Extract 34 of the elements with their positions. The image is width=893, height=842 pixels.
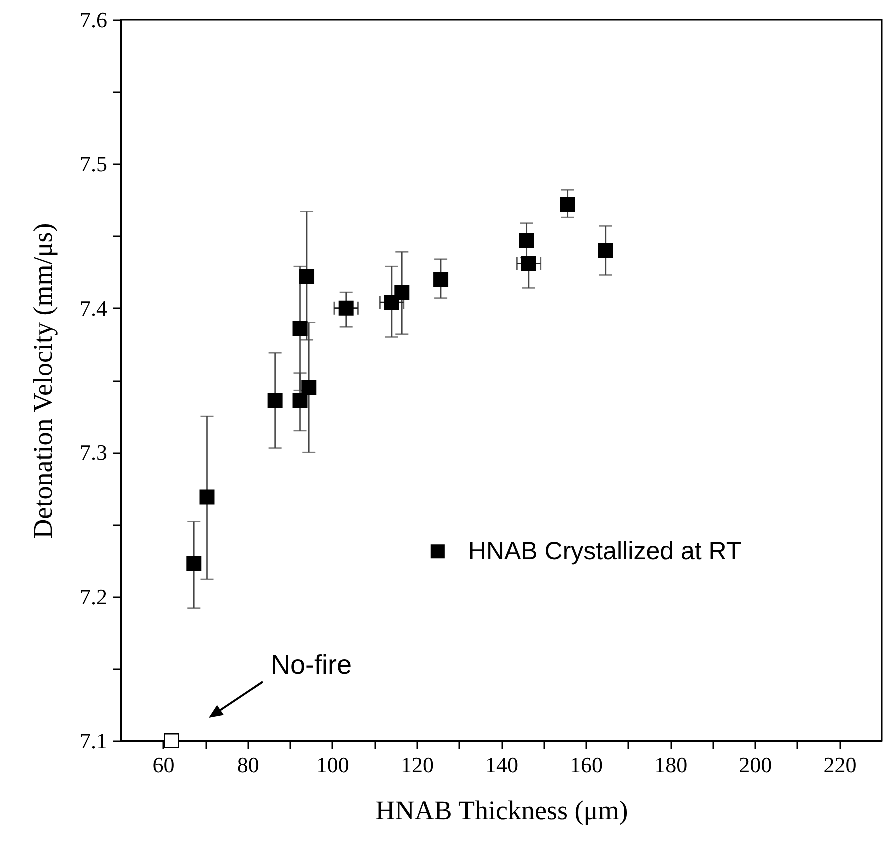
point (560, 197, 576, 212)
y-tick-label: 7.1 (80, 728, 108, 754)
point (186, 556, 202, 572)
point (292, 321, 308, 336)
point (164, 734, 180, 748)
x-tick-label: 220 (824, 752, 857, 778)
point (268, 393, 283, 408)
point (338, 300, 354, 316)
x-tick-label: 140 (486, 752, 518, 778)
y-tick-label: 7.3 (80, 440, 108, 466)
x-tick-label: 120 (400, 752, 434, 778)
x-axis-title: HNAB Thickness (μm) (376, 796, 628, 826)
point (394, 285, 410, 300)
point (598, 243, 614, 258)
annotation: No-fire (271, 650, 352, 680)
point (292, 393, 308, 408)
point (521, 256, 536, 272)
y-tick-label: 7.2 (80, 584, 108, 610)
x-tick-label: 160 (570, 752, 604, 778)
y-tick-label: 7.4 (80, 296, 108, 321)
x-tick-label: 80 (237, 752, 260, 778)
point (200, 490, 215, 505)
point (519, 233, 534, 248)
x-tick-label: 200 (739, 752, 772, 778)
point (434, 272, 449, 288)
legend-label: HNAB Crystallized at RT (468, 538, 742, 566)
y-axis-title: Detonation Velocity (mm/μs) (28, 223, 58, 539)
y-tick-label: 7.6 (80, 8, 108, 32)
point (300, 269, 315, 284)
y-tick-label: 7.5 (80, 152, 108, 177)
x-tick-label: 100 (316, 752, 350, 778)
point (302, 380, 317, 396)
x-tick-label: 180 (654, 752, 688, 778)
x-tick-label: 60 (152, 752, 175, 778)
